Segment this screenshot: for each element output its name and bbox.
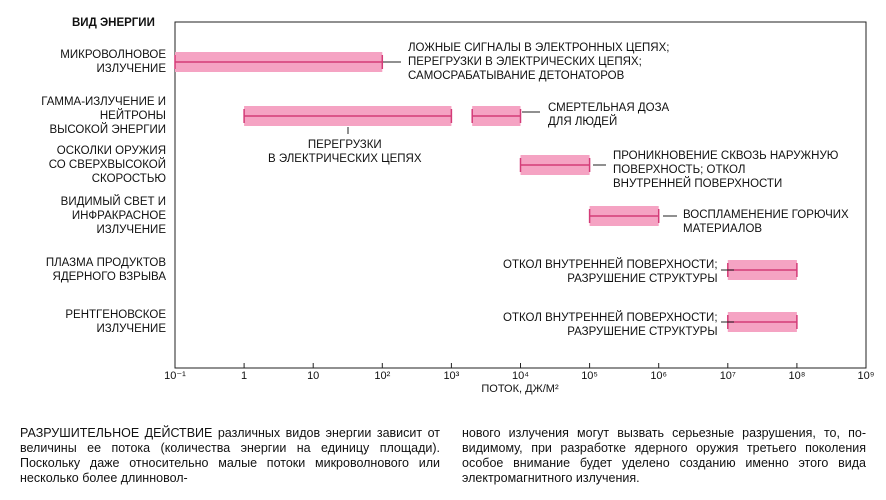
- chart: ПОТОК, ДЖ/М² 10⁻¹ 1 10 10² 10³ 10⁴ 10⁵ 10⁶ 10⁷ 10…: [164, 21, 875, 395]
- annotation: СМЕРТЕЛЬНАЯ ДОЗА ДЛЯ ЛЮДЕЙ: [548, 102, 670, 128]
- y-category-label: ГАММА-ИЗЛУЧЕНИЕ И НЕЙТРОНЫ ВЫСОКОЙ ЭНЕРГ…: [41, 96, 166, 136]
- x-tick-label: 1: [241, 370, 247, 382]
- annotation: ПРОНИКНОВЕНИЕ СКВОЗЬ НАРУЖНУЮ ПОВЕРХНОСТ…: [613, 150, 839, 190]
- x-axis-label: ПОТОК, ДЖ/М²: [481, 383, 559, 395]
- annotation: ОТКОЛ ВНУТРЕННЕЙ ПОВЕРХНОСТИ; РАЗРУШЕНИЕ…: [503, 312, 718, 338]
- y-category-label: ВИДИМЫЙ СВЕТ И ИНФРАКРАСНОЕ ИЗЛУЧЕНИЕ: [60, 196, 166, 236]
- x-tick-label: 10⁸: [788, 370, 805, 382]
- y-category-label: РЕНТГЕНОВСКОЕ ИЗЛУЧЕНИЕ: [65, 309, 166, 335]
- x-tick-label: 10⁴: [512, 370, 529, 382]
- x-tick-label: 10⁵: [581, 370, 598, 382]
- x-tick-label: 10⁷: [720, 370, 736, 382]
- y-category-label: ОСКОЛКИ ОРУЖИЯ СО СВЕРХВЫСОКОЙ СКОРОСТЬЮ: [48, 145, 166, 185]
- x-tick-label: 10: [307, 370, 319, 382]
- x-tick-label: 10⁹: [858, 370, 875, 382]
- annotation: ОТКОЛ ВНУТРЕННЕЙ ПОВЕРХНОСТИ; РАЗРУШЕНИЕ…: [503, 259, 718, 285]
- x-tick-label: 10⁻¹: [164, 370, 186, 382]
- y-category-label: ПЛАЗМА ПРОДУКТОВ ЯДЕРНОГО ВЗРЫВА: [45, 257, 166, 283]
- caption-column: РАЗРУШИТЕЛЬНОЕ ДЕЙСТВИЕ различных видов …: [20, 426, 440, 486]
- caption-text: различных видов энергии зависит от велич…: [20, 426, 441, 485]
- caption-column: нового излучения могут вызвать серьезные…: [462, 426, 866, 486]
- y-header: ВИД ЭНЕРГИИ: [72, 17, 155, 29]
- y-category-label: МИКРОВОЛНОВОЕ ИЗЛУЧЕНИЕ: [60, 49, 166, 75]
- caption-text: нового излучения могут вызвать серьезные…: [462, 426, 866, 485]
- annotation: ЛОЖНЫЕ СИГНАЛЫ В ЭЛЕКТРОННЫХ ЦЕПЯХ; ПЕРЕ…: [408, 42, 670, 82]
- annotation: ПЕРЕГРУЗКИ В ЭЛЕКТРИЧЕСКИХ ЦЕПЯХ: [268, 139, 422, 165]
- x-tick-label: 10²: [374, 370, 390, 382]
- x-tick-label: 10⁶: [650, 370, 667, 382]
- caption-lead: РАЗРУШИТЕЛЬНОЕ ДЕЙСТВИЕ: [20, 426, 213, 440]
- x-tick-label: 10³: [443, 370, 459, 382]
- annotation: ВОСПЛАМЕНЕНИЕ ГОРЮЧИХ МАТЕРИАЛОВ: [683, 209, 849, 235]
